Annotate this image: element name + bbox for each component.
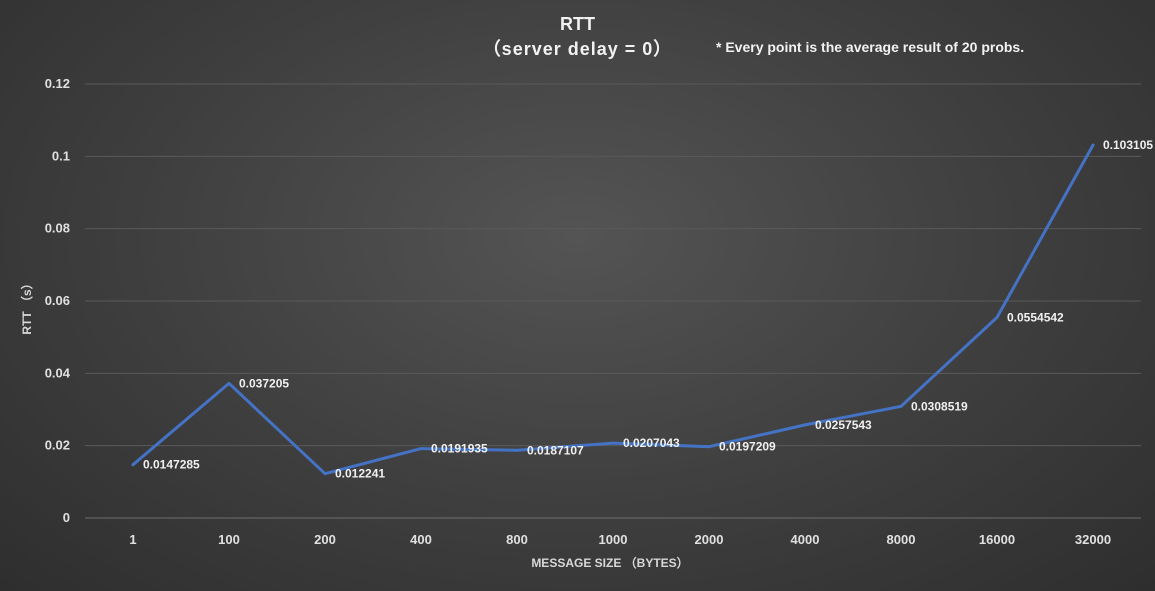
x-axis-title: MESSAGE SIZE （BYTES） bbox=[531, 555, 688, 570]
x-tick-label: 16000 bbox=[979, 532, 1015, 547]
x-tick-label: 400 bbox=[410, 532, 432, 547]
data-point bbox=[131, 463, 135, 467]
data-label: 0.0554542 bbox=[1007, 310, 1064, 324]
chart-title-block: RTT （server delay = 0） bbox=[0, 12, 1155, 62]
y-tick-label: 0.02 bbox=[45, 438, 70, 453]
y-tick-label: 0.1 bbox=[52, 148, 70, 163]
data-label: 0.012241 bbox=[335, 467, 385, 481]
data-label: 0.0308519 bbox=[911, 399, 968, 413]
x-tick-label: 32000 bbox=[1075, 532, 1111, 547]
x-axis-ticks: 1 100 200 400 800 1000 2000 4000 8000 16000 32000 bbox=[129, 532, 1111, 547]
data-label: 0.103105 bbox=[1103, 138, 1153, 152]
x-tick-label: 1 bbox=[129, 532, 136, 547]
x-tick-label: 800 bbox=[506, 532, 528, 547]
y-tick-label: 0.12 bbox=[45, 76, 70, 91]
x-tick-label: 4000 bbox=[791, 532, 820, 547]
chart-subtitle: （server delay = 0） bbox=[482, 39, 673, 59]
data-point bbox=[803, 423, 807, 427]
data-point bbox=[995, 315, 999, 319]
data-label: 0.0207043 bbox=[623, 436, 680, 450]
data-point bbox=[515, 448, 519, 452]
y-tick-label: 0.08 bbox=[45, 221, 70, 236]
chart-annotation: * Every point is the average result of 2… bbox=[716, 39, 1025, 55]
x-tick-label: 100 bbox=[218, 532, 240, 547]
y-tick-label: 0.06 bbox=[45, 293, 70, 308]
x-tick-label: 200 bbox=[314, 532, 336, 547]
data-point bbox=[611, 441, 615, 445]
x-tick-label: 2000 bbox=[695, 532, 724, 547]
x-tick-label: 1000 bbox=[599, 532, 628, 547]
data-point bbox=[899, 404, 903, 408]
data-label: 0.0187107 bbox=[527, 443, 584, 457]
chart-title: RTT bbox=[560, 14, 595, 34]
data-labels: 0.0147285 0.037205 0.012241 0.0191935 0.0187… bbox=[143, 138, 1153, 481]
y-axis-ticks: 0 0.02 0.04 0.06 0.08 0.1 0.12 bbox=[45, 76, 71, 525]
x-tick-label: 8000 bbox=[887, 532, 916, 547]
y-tick-label: 0 bbox=[63, 510, 70, 525]
data-point bbox=[323, 472, 327, 476]
data-label: 0.0191935 bbox=[431, 442, 488, 456]
gridlines bbox=[85, 83, 1141, 519]
data-label: 0.0257543 bbox=[815, 418, 872, 432]
data-point bbox=[419, 447, 423, 451]
data-point bbox=[227, 381, 231, 385]
y-tick-label: 0.04 bbox=[45, 365, 71, 380]
data-point bbox=[707, 445, 711, 449]
data-label: 0.0147285 bbox=[143, 458, 200, 472]
y-axis-title: RTT （s） bbox=[19, 277, 34, 334]
data-label: 0.0197209 bbox=[719, 440, 776, 454]
series-line bbox=[131, 143, 1095, 476]
series-line-layer bbox=[131, 143, 1095, 476]
data-label: 0.037205 bbox=[239, 376, 289, 390]
data-point bbox=[1091, 143, 1095, 147]
